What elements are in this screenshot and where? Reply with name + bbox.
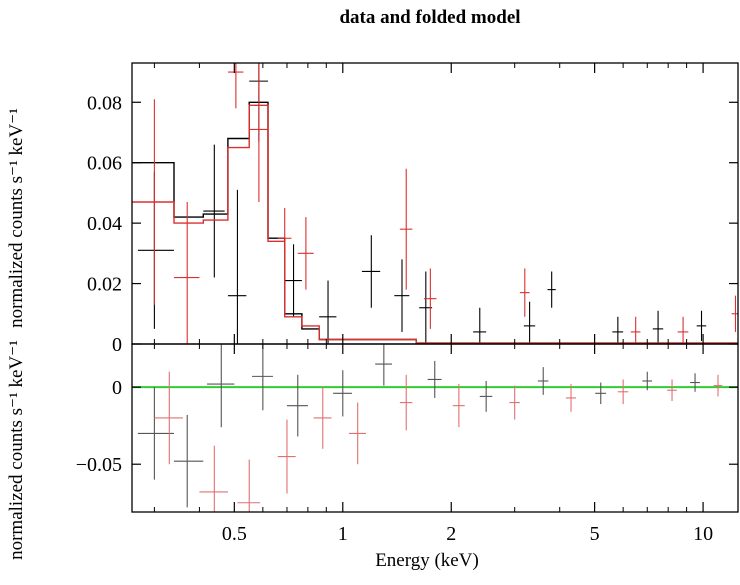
- bottom-series-1-point-12: [713, 374, 723, 397]
- bottom-series-1-point-6: [399, 374, 413, 431]
- top-series-0-point-4: [284, 244, 302, 317]
- bottom-series-1-point-0: [154, 371, 183, 465]
- bottom-series-1-point-1: [199, 445, 228, 512]
- top-model-step-0: [132, 101, 738, 344]
- top-model-step-1: [132, 104, 738, 344]
- top-plot-marks: [132, 63, 738, 344]
- bottom-panel: −0.05 0 0.5 1 2 5 10: [76, 343, 739, 545]
- bottom-xtick-label: 1: [338, 523, 348, 545]
- top-series-0-point-13: [652, 310, 664, 344]
- bottom-series-0-point-6: [375, 344, 393, 386]
- bottom-series-1-point-2: [237, 459, 261, 512]
- bottom-series-1-point-4: [313, 387, 332, 449]
- bottom-y-axis-label: normalized counts s⁻¹ keV⁻¹: [6, 340, 27, 560]
- x-axis-label: Energy (keV): [375, 550, 479, 571]
- bottom-series-1-point-5: [348, 402, 367, 465]
- bottom-ytick-label: 0: [112, 377, 122, 399]
- bottom-series-1-point-9: [565, 384, 577, 412]
- top-ytick-label: 0.04: [87, 213, 122, 235]
- top-series-1-point-0: [137, 99, 174, 305]
- top-series-0-point-5: [319, 280, 337, 344]
- top-panel: 0 0.02 0.04 0.06 0.08: [87, 62, 739, 356]
- bottom-series-1-point-8: [509, 385, 520, 420]
- bottom-ytick-label: −0.05: [76, 454, 122, 476]
- bottom-series-0-point-3: [252, 344, 273, 411]
- bottom-series-0-point-5: [333, 370, 352, 417]
- bottom-xtick-label: 10: [693, 523, 713, 545]
- bottom-series-1-point-7: [452, 384, 465, 428]
- top-series-1-point-4: [277, 208, 292, 269]
- top-series-1-point-5: [297, 217, 314, 290]
- top-series-0-point-0: [137, 171, 174, 329]
- top-series-0-point-7: [394, 259, 410, 332]
- bottom-series-0-point-8: [479, 380, 493, 412]
- bottom-series-1-point-10: [617, 379, 629, 405]
- bottom-series-0-point-4: [286, 374, 308, 437]
- top-series-1-point-9: [630, 316, 641, 344]
- top-series-1-point-3: [249, 63, 268, 202]
- bottom-series-0-point-7: [427, 360, 442, 398]
- top-series-1-point-10: [677, 316, 689, 344]
- bottom-plot-marks: [132, 344, 738, 512]
- bottom-series-0-point-0: [137, 387, 174, 480]
- top-series-1-point-8: [519, 268, 530, 317]
- bottom-series-0-point-12: [690, 373, 700, 392]
- top-series-0-point-12: [612, 316, 624, 344]
- bottom-axis-ticks: −0.05 0 0.5 1 2 5 10: [76, 344, 738, 545]
- bottom-plot-frame: [131, 343, 739, 513]
- top-series-0-point-6: [361, 235, 381, 308]
- bottom-series-0-point-9: [537, 367, 549, 395]
- bottom-series-1-point-11: [667, 379, 677, 402]
- top-y-axis-label: normalized counts s⁻¹ keV⁻¹: [6, 108, 27, 328]
- top-series-0-point-10: [523, 301, 536, 344]
- chart-title: data and folded model: [339, 7, 520, 28]
- top-series-1-point-1: [173, 201, 200, 344]
- bottom-xtick-label: 0.5: [222, 523, 247, 545]
- bottom-series-0-point-11: [642, 371, 653, 391]
- top-ytick-label: 0.06: [87, 153, 122, 175]
- bottom-series-1-point-3: [277, 419, 296, 494]
- top-series-0-point-14: [696, 310, 707, 341]
- top-series-0-point-11: [547, 271, 556, 308]
- bottom-series-0-point-10: [595, 382, 607, 405]
- top-plot-frame: [131, 62, 739, 345]
- bottom-series-0-point-1: [173, 414, 204, 508]
- top-series-1-point-7: [423, 268, 437, 329]
- top-series-1-point-6: [399, 168, 413, 290]
- top-ytick-label: 0.08: [87, 92, 122, 114]
- top-series-1-point-2: [227, 63, 244, 109]
- bottom-xtick-label: 5: [590, 523, 600, 545]
- top-series-0-point-1: [203, 144, 225, 278]
- bottom-xtick-label: 2: [446, 523, 456, 545]
- top-series-0-point-2: [227, 189, 247, 344]
- top-ytick-label: 0.02: [87, 274, 122, 296]
- top-series-1-point-11: [731, 295, 738, 332]
- bottom-series-0-point-2: [207, 344, 235, 428]
- top-ytick-label: 0: [112, 334, 122, 356]
- top-y-ticks: 0 0.02 0.04 0.06 0.08: [87, 63, 738, 356]
- top-series-0-point-9: [473, 307, 487, 344]
